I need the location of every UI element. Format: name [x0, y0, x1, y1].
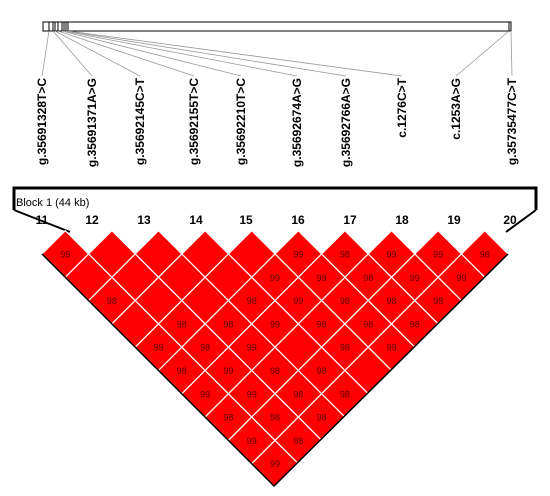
connector-line — [57, 30, 195, 77]
snp-name-label: g.35692210T>C — [234, 78, 248, 165]
ruler-bar — [42, 21, 512, 32]
ld-cell-value: 99 — [270, 273, 280, 283]
ld-cell-value: 99 — [270, 459, 280, 469]
snp-index-label: 14 — [189, 213, 203, 227]
snp-name-label: g.35735477C>T — [505, 77, 519, 165]
snp-index-label: 15 — [239, 213, 253, 227]
ld-cell-value: 98 — [107, 296, 117, 306]
ld-cell-value: 99 — [270, 319, 280, 329]
snp-index-label: 13 — [137, 213, 151, 227]
ld-cell-value: 99 — [247, 343, 257, 353]
connector-line — [455, 30, 510, 77]
ld-cell-value: 99 — [293, 250, 303, 260]
connector-line — [41, 30, 50, 77]
ld-cell-value: 98 — [200, 343, 210, 353]
ld-matrix: 99 99 98 99 99 98 99 99 98 99 99 98 98 99 98 98 98 98 98 99… — [41, 229, 509, 488]
ld-cell-value: 99 — [247, 389, 257, 399]
ld-cell-value: 98 — [247, 296, 257, 306]
ld-cell-value: 98 — [433, 296, 443, 306]
ld-cell-value: 98 — [317, 366, 327, 376]
ld-cell-value: 99 — [153, 343, 163, 353]
snp-index-label: 11 — [36, 213, 49, 227]
ld-cell-value: 98 — [223, 413, 233, 423]
ld-cell-value: 99 — [386, 343, 396, 353]
ld-cell-value: 99 — [317, 273, 327, 283]
snp-index-label: 18 — [395, 213, 409, 227]
connector-line — [67, 30, 403, 77]
ld-cell-value: 98 — [177, 319, 187, 329]
ruler-ticks — [48, 22, 512, 31]
position-ruler — [41, 21, 513, 77]
connector-line — [52, 30, 93, 77]
snp-index-label: 12 — [85, 213, 99, 227]
ld-cell-value: 99 — [293, 296, 303, 306]
ld-cell-value: 98 — [340, 389, 350, 399]
block-outline-left — [13, 209, 71, 233]
connector-line — [61, 30, 242, 77]
snp-name-label: g.35692145C>T — [133, 77, 147, 165]
ld-cell-value: 98 — [270, 413, 280, 423]
ld-cell-value: 99 — [200, 389, 210, 399]
ld-cell-value: 99 — [60, 250, 70, 260]
snp-name-label: c.1253A>G — [449, 78, 463, 140]
snp-name-label: g.35691328T>C — [35, 78, 49, 165]
ld-cell-value: 99 — [410, 273, 420, 283]
connector-line — [63, 30, 298, 77]
block-label: Block 1 (44 kb) — [16, 197, 89, 209]
connector-line — [510, 30, 513, 77]
ld-cell-value: 99 — [247, 436, 257, 446]
ld-cell-value: 98 — [363, 319, 373, 329]
ld-cell-value: 99 — [456, 273, 466, 283]
snp-index-label: 20 — [503, 213, 517, 227]
snp-index-label: 16 — [291, 213, 305, 227]
block-outline-right — [505, 209, 537, 233]
block-outline-top — [12, 186, 538, 210]
ld-cell-value: 98 — [363, 273, 373, 283]
ld-cell-value: 98 — [340, 343, 350, 353]
ld-cell-value: 98 — [270, 366, 280, 376]
snp-name-label: g.35692766A>G — [339, 78, 353, 167]
ld-cell-value: 98 — [223, 319, 233, 329]
connector-lines — [41, 30, 513, 77]
connector-line — [54, 30, 141, 77]
ld-cell-value: 98 — [340, 296, 350, 306]
ld-cell-value: 98 — [293, 389, 303, 399]
ld-cell-value: 98 — [480, 250, 490, 260]
snp-name-label: c.1276C>T — [395, 77, 409, 137]
ld-cell-value: 98 — [317, 319, 327, 329]
triangle-outline — [41, 253, 509, 488]
ld-cell-value: 98 — [293, 436, 303, 446]
ld-cell-value: 98 — [340, 250, 350, 260]
ld-cell-value: 98 — [177, 366, 187, 376]
snp-index-label: 19 — [447, 213, 461, 227]
snp-name-label: g.35692155T>C — [187, 78, 201, 165]
snp-index-labels: 11 12 13 14 15 16 17 18 19 20 — [36, 213, 517, 227]
connector-line — [65, 30, 347, 77]
ld-cell-value: 99 — [386, 250, 396, 260]
ld-cell-value: 98 — [386, 296, 396, 306]
ld-cell-value: 99 — [223, 366, 233, 376]
snp-labels: g.35691328T>C g.35691371A>G g.35692145C>T g… — [35, 77, 519, 167]
ld-cell-value: 98 — [410, 319, 420, 329]
snp-name-label: g.35691371A>G — [85, 78, 99, 167]
snp-name-label: g.35692674A>G — [290, 78, 304, 167]
snp-index-label: 17 — [343, 213, 357, 227]
ld-cell-value: 99 — [433, 250, 443, 260]
ld-cell-value: 98 — [317, 413, 327, 423]
